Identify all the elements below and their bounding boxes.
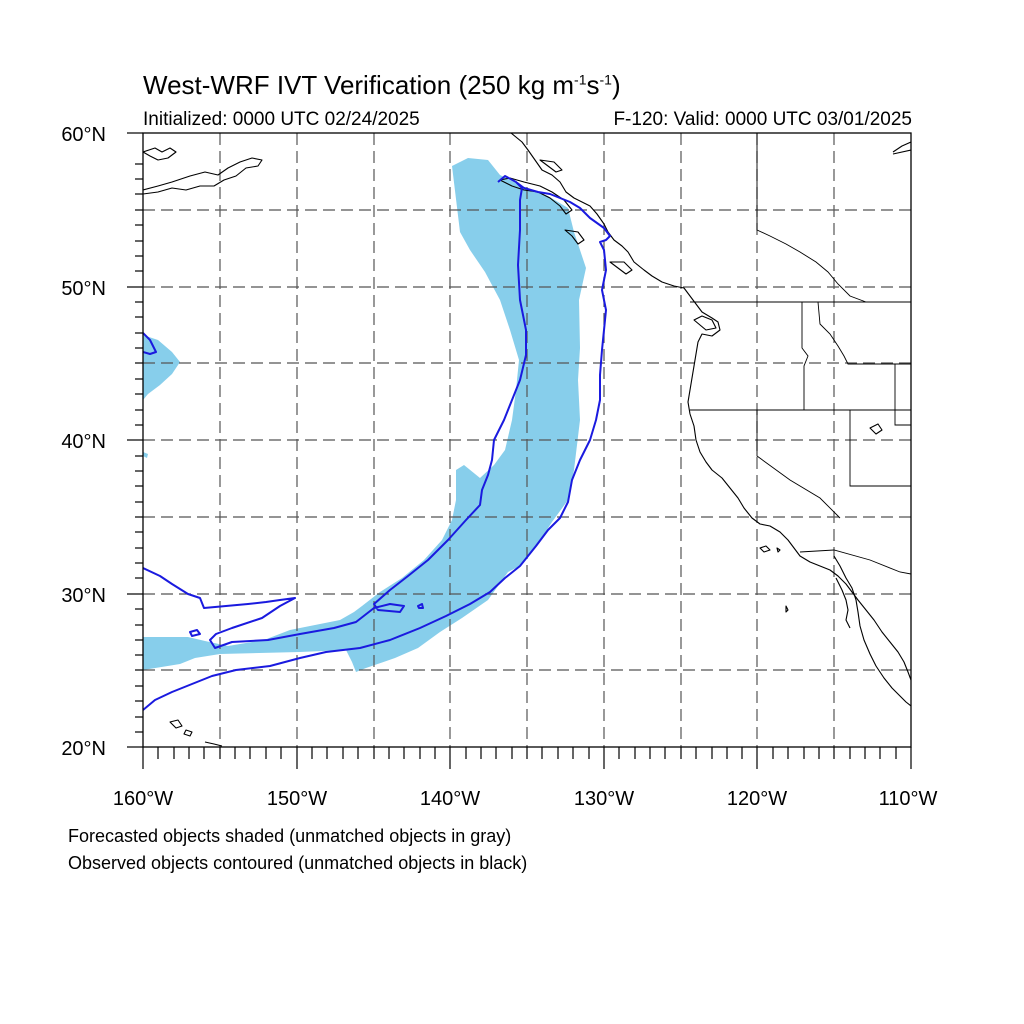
lon-label-110w: 110°W	[879, 788, 938, 810]
lon-label-140w: 140°W	[420, 788, 480, 810]
lon-label-160w: 160°W	[113, 788, 173, 810]
political-boundaries	[690, 133, 911, 575]
forecast-object-main	[143, 158, 586, 672]
lon-label-150w: 150°W	[267, 788, 327, 810]
init-time-label: Initialized: 0000 UTC 02/24/2025	[143, 109, 420, 130]
valid-time-label: F-120: Valid: 0000 UTC 03/01/2025	[613, 109, 912, 130]
observed-objects	[143, 175, 611, 711]
lat-label-50n: 50°N	[61, 278, 106, 300]
lat-label-40n: 40°N	[61, 431, 106, 453]
lon-labels: 160°W 150°W 140°W 130°W 120°W 110°W	[113, 788, 938, 810]
observed-object-speck	[189, 603, 424, 637]
lon-label-130w: 130°W	[574, 788, 634, 810]
lon-label-120w: 120°W	[727, 788, 787, 810]
forecast-objects	[143, 158, 586, 672]
observed-object-west	[143, 332, 157, 355]
lat-label-20n: 20°N	[61, 738, 106, 760]
chart-title: West-WRF IVT Verification (250 kg m-1s-1…	[143, 70, 621, 100]
lat-lon-grid	[143, 133, 911, 747]
footnote-observed: Observed objects contoured (unmatched ob…	[68, 853, 528, 873]
observed-object-main	[143, 175, 611, 711]
coastlines	[143, 133, 911, 747]
axis-ticks	[127, 132, 912, 769]
lat-label-30n: 30°N	[61, 585, 106, 607]
lat-label-60n: 60°N	[61, 124, 106, 146]
footnote-forecast: Forecasted objects shaded (unmatched obj…	[68, 826, 512, 846]
lat-labels: 20°N 30°N 40°N 50°N 60°N	[61, 124, 106, 760]
forecast-object-speck	[143, 452, 148, 458]
forecast-object-west	[143, 335, 180, 400]
